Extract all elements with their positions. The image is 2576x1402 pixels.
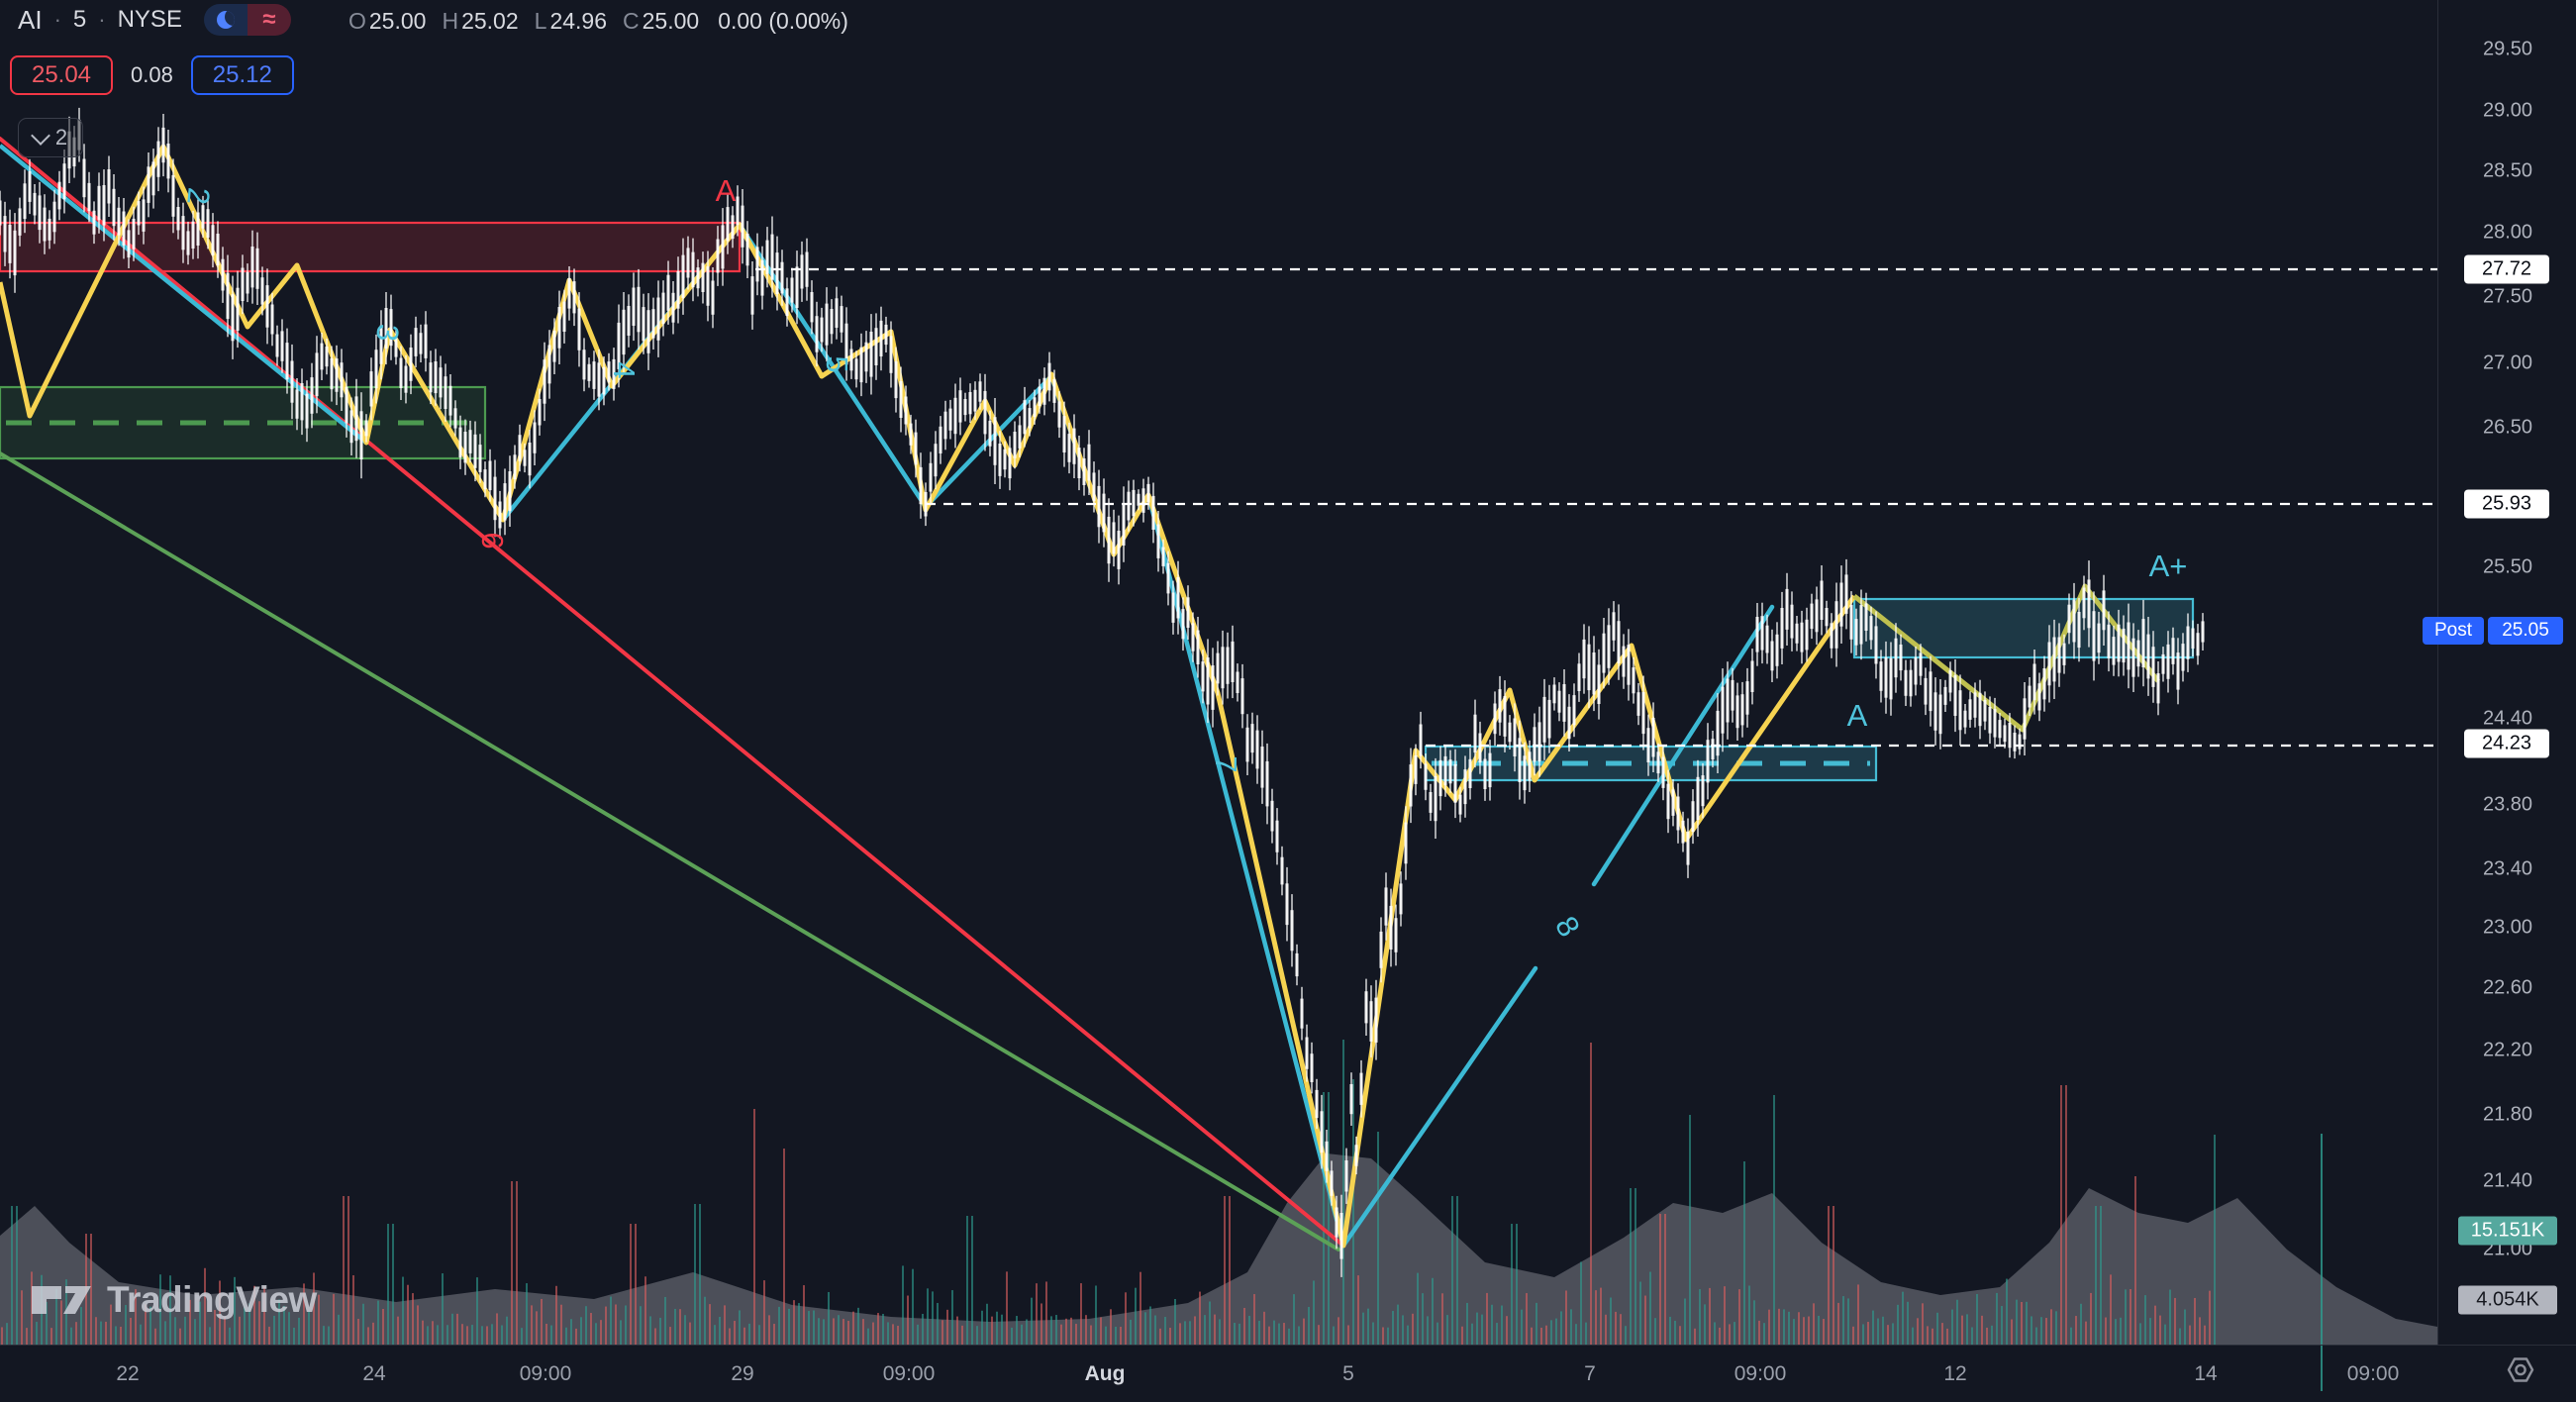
moon-icon[interactable] [203,4,248,36]
wave-label-2[interactable]: 2 [180,185,217,207]
collapsed-indicators-count: 2 [54,125,68,150]
bid-ask-row: 25.04 0.08 25.12 [10,55,294,95]
ohlc-readout: O 25.00 H 25.02 L 24.96 C 25.00 0.00 (0.00%) [348,8,848,35]
price-level-tag[interactable]: 25.93 [2464,489,2549,519]
price-tick: 27.50 [2482,285,2533,308]
price-level-tag[interactable]: 24.23 [2464,729,2549,758]
ohlc-item: 0.00 (0.00%) [718,8,848,34]
price-tick: 23.00 [2482,916,2533,939]
teal-wave-8-line[interactable] [1340,965,1538,1249]
separator-dot: · [98,7,106,32]
chevron-down-icon [30,125,50,146]
collapsed-indicators-pill[interactable]: 2 [18,118,83,157]
price-tick: 21.80 [2482,1103,2533,1126]
wave-label-A[interactable]: A [1846,698,1868,733]
post-session-badge: Post [2423,617,2484,645]
red-trendline[interactable] [0,137,1345,1248]
ohlc-item: L 24.96 [534,8,607,34]
price-tick: 29.50 [2482,38,2533,60]
time-tick: Aug [1084,1362,1126,1385]
price-tick: 23.80 [2482,793,2533,816]
price-tick: 28.00 [2482,221,2533,244]
price-tick: 28.50 [2482,159,2533,182]
symbol-header[interactable]: AI · 5 · NYSE ≈ [18,4,291,36]
time-tick: 24 [362,1362,386,1385]
price-tick: 24.40 [2482,707,2533,730]
volume-bars [1,1040,2216,1345]
wave-label-7[interactable]: 7 [1209,755,1243,773]
price-tick: 27.00 [2482,351,2533,374]
price-tick: 23.40 [2482,857,2533,880]
time-axis[interactable]: 22 24 09:00 29 09:00 Aug 5 7 09:00 12 14 09:00 [0,1345,2576,1402]
teal-zone-A-plus[interactable] [1852,597,2195,659]
wave-label-4[interactable]: 4 [607,361,642,379]
price-tick: 26.50 [2482,416,2533,439]
tradingview-logo-mark [32,1286,91,1314]
time-tick: 12 [1943,1362,1967,1385]
wave-label-A[interactable]: A [715,173,737,208]
separator-dot: · [53,7,61,32]
tradingview-logo-text: TradingView [107,1279,317,1320]
post-market-wave-icon[interactable]: ≈ [247,4,291,36]
market-session-toggle[interactable]: ≈ [203,4,291,36]
price-tick: 22.20 [2482,1039,2533,1061]
last-price-tag: 25.05 [2488,617,2563,645]
sell-button[interactable]: 25.04 [10,55,113,95]
volume-value-tag: 15.151K [2458,1216,2557,1246]
buy-button[interactable]: 25.12 [190,55,294,95]
time-tick: 22 [116,1362,140,1385]
tradingview-logo[interactable]: TradingView [30,1279,317,1321]
gear-icon[interactable] [2504,1353,2537,1392]
price-tick: 29.00 [2482,99,2533,122]
price-tick: 25.50 [2482,555,2533,578]
wave-label-Aplus[interactable]: A+ [2148,549,2188,583]
wave-label-5[interactable]: 5 [820,355,854,373]
time-tick: 09:00 [519,1362,572,1385]
price-tick: 22.60 [2482,976,2533,999]
time-tick: 5 [1342,1362,1354,1385]
symbol-name[interactable]: AI [18,4,43,35]
time-tick: 14 [2194,1362,2218,1385]
time-tick: 09:00 [2346,1362,2400,1385]
wave-label-6[interactable]: 6 [475,532,510,550]
exchange-label: NYSE [117,6,182,33]
ohlc-item: C 25.00 [623,8,700,34]
time-tick: 09:00 [882,1362,936,1385]
green-trendline[interactable] [0,451,1340,1252]
wave-label-3[interactable]: 3 [369,322,406,344]
time-tick: 09:00 [1734,1362,1787,1385]
price-axis[interactable]: 29.50 29.00 28.50 28.00 27.50 27.00 26.50 25.50… [2423,0,2576,1345]
time-tick: 29 [731,1362,754,1385]
ohlc-item: H 25.02 [442,8,519,34]
time-tick: 7 [1584,1362,1596,1385]
price-level-tag[interactable]: 27.72 [2464,254,2549,284]
interval-label[interactable]: 5 [72,6,87,33]
price-tick: 21.40 [2482,1169,2533,1192]
candlestick-series [0,107,2205,1277]
spread-value: 0.08 [131,62,173,87]
ohlc-item: O 25.00 [348,8,427,34]
volume-ma-value-tag: 4.054K [2458,1285,2557,1315]
